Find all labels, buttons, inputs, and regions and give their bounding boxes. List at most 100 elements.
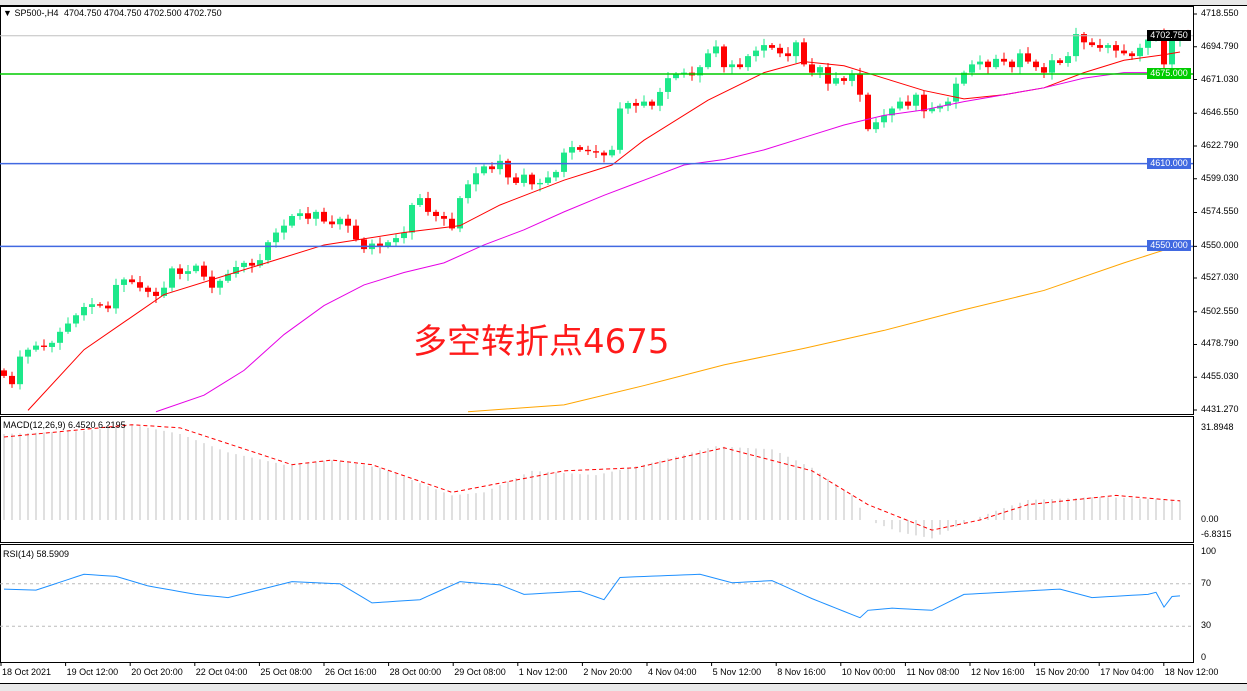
bear-candle (145, 287, 151, 292)
time-tick-label: 1 Nov 12:00 (518, 667, 568, 677)
rsi-tick-label: 100 (1201, 546, 1217, 556)
price-tick-label: 4718.550 (1201, 8, 1239, 18)
bear-candle (737, 64, 743, 68)
bull-candle (73, 315, 79, 324)
bear-candle (9, 375, 15, 385)
bear-candle (425, 198, 431, 212)
bear-candle (785, 53, 791, 57)
bear-candle (1121, 50, 1127, 54)
price-tick-label: 4550.000 (1201, 240, 1239, 251)
bull-candle (273, 232, 279, 243)
time-tick-label: 11 Nov 08:00 (906, 667, 960, 677)
bull-candle (313, 211, 319, 219)
bear-candle (577, 147, 583, 150)
bear-candle (345, 218, 351, 226)
time-tick-label: 19 Oct 12:00 (66, 667, 119, 677)
bull-candle (705, 53, 711, 68)
bull-candle (217, 280, 223, 288)
price-tick-label: 4502.550 (1201, 305, 1239, 316)
bear-candle (801, 42, 807, 65)
bull-candle (169, 268, 175, 288)
bull-candle (993, 58, 999, 68)
bull-candle (713, 46, 719, 54)
bull-candle (473, 173, 479, 185)
bull-candle (793, 42, 799, 57)
bull-candle (1017, 53, 1023, 68)
bear-candle (769, 45, 775, 48)
bull-candle (1065, 56, 1071, 64)
price-tick-label: 4646.550 (1201, 107, 1239, 118)
bull-candle (33, 345, 39, 350)
bear-candle (601, 152, 607, 156)
bear-candle (449, 218, 455, 229)
bull-candle (625, 102, 631, 109)
bear-candle (633, 102, 639, 106)
pane-border (0, 6, 1194, 415)
time-tick-label: 10 Nov 00:00 (841, 667, 896, 677)
bear-candle (41, 345, 47, 347)
bear-candle (1129, 53, 1135, 57)
bear-candle (153, 291, 159, 296)
moving-average-line (467, 244, 1181, 413)
bull-candle (873, 122, 879, 130)
bull-candle (889, 108, 895, 116)
rsi-tick-label: 70 (1201, 577, 1212, 588)
pane-border (0, 416, 1194, 543)
triangle-down-icon[interactable]: ▼ (3, 8, 12, 18)
bull-candle (417, 198, 423, 205)
bull-candle (185, 271, 191, 274)
bull-candle (297, 213, 303, 217)
rsi-label: RSI(14) 58.5909 (3, 549, 70, 559)
bull-candle (465, 184, 471, 199)
bull-candle (161, 287, 167, 296)
bull-candle (881, 115, 887, 123)
bear-candle (489, 166, 495, 170)
bear-candle (825, 67, 831, 84)
bull-candle (537, 182, 543, 185)
bull-candle (929, 108, 935, 112)
bear-candle (1113, 45, 1119, 51)
bull-candle (193, 265, 199, 272)
bear-candle (353, 225, 359, 240)
bear-candle (809, 64, 815, 73)
bear-candle (97, 304, 103, 306)
bull-candle (745, 56, 751, 68)
bear-candle (1025, 53, 1031, 62)
price-level-tag: 4675.000 (1147, 68, 1191, 80)
bear-candle (129, 279, 135, 283)
bear-candle (361, 239, 367, 250)
time-tick-label: 28 Oct 00:00 (389, 667, 442, 677)
bull-candle (729, 64, 735, 68)
price-tick-label: 4455.030 (1201, 371, 1239, 382)
bull-candle (25, 349, 31, 357)
pane-border (0, 544, 1194, 663)
price-tick-label: 4527.030 (1201, 272, 1239, 282)
time-tick-label: 17 Nov 04:00 (1100, 667, 1154, 677)
bull-candle (225, 273, 231, 281)
bull-candle (753, 50, 759, 57)
bull-candle (1137, 47, 1143, 57)
bull-candle (641, 101, 647, 106)
bear-candle (377, 243, 383, 247)
price-tick-label: 4431.270 (1201, 404, 1239, 414)
chart-tabs-bar[interactable] (0, 683, 1247, 691)
bull-candle (1145, 39, 1151, 48)
bull-candle (969, 64, 975, 73)
bear-candle (1161, 32, 1167, 65)
time-tick-label: 12 Nov 16:00 (971, 667, 1025, 677)
bull-candle (977, 61, 983, 65)
price-tick-label: 4574.550 (1201, 206, 1239, 217)
bull-candle (545, 177, 551, 183)
chart-header: ▼ SP500-,H4 4704.750 4704.750 4702.500 4… (3, 8, 222, 18)
bear-candle (105, 305, 111, 309)
time-tick-label: 18 Nov 12:00 (1164, 667, 1219, 677)
bull-candle (961, 72, 967, 84)
bull-candle (657, 91, 663, 106)
time-tick-label: 4 Nov 04:00 (648, 667, 697, 677)
annotation-text: 多空转折点4675 (413, 322, 670, 362)
bear-candle (1057, 60, 1063, 64)
bull-candle (937, 105, 943, 109)
bull-candle (1073, 34, 1079, 57)
bear-candle (1081, 34, 1087, 43)
